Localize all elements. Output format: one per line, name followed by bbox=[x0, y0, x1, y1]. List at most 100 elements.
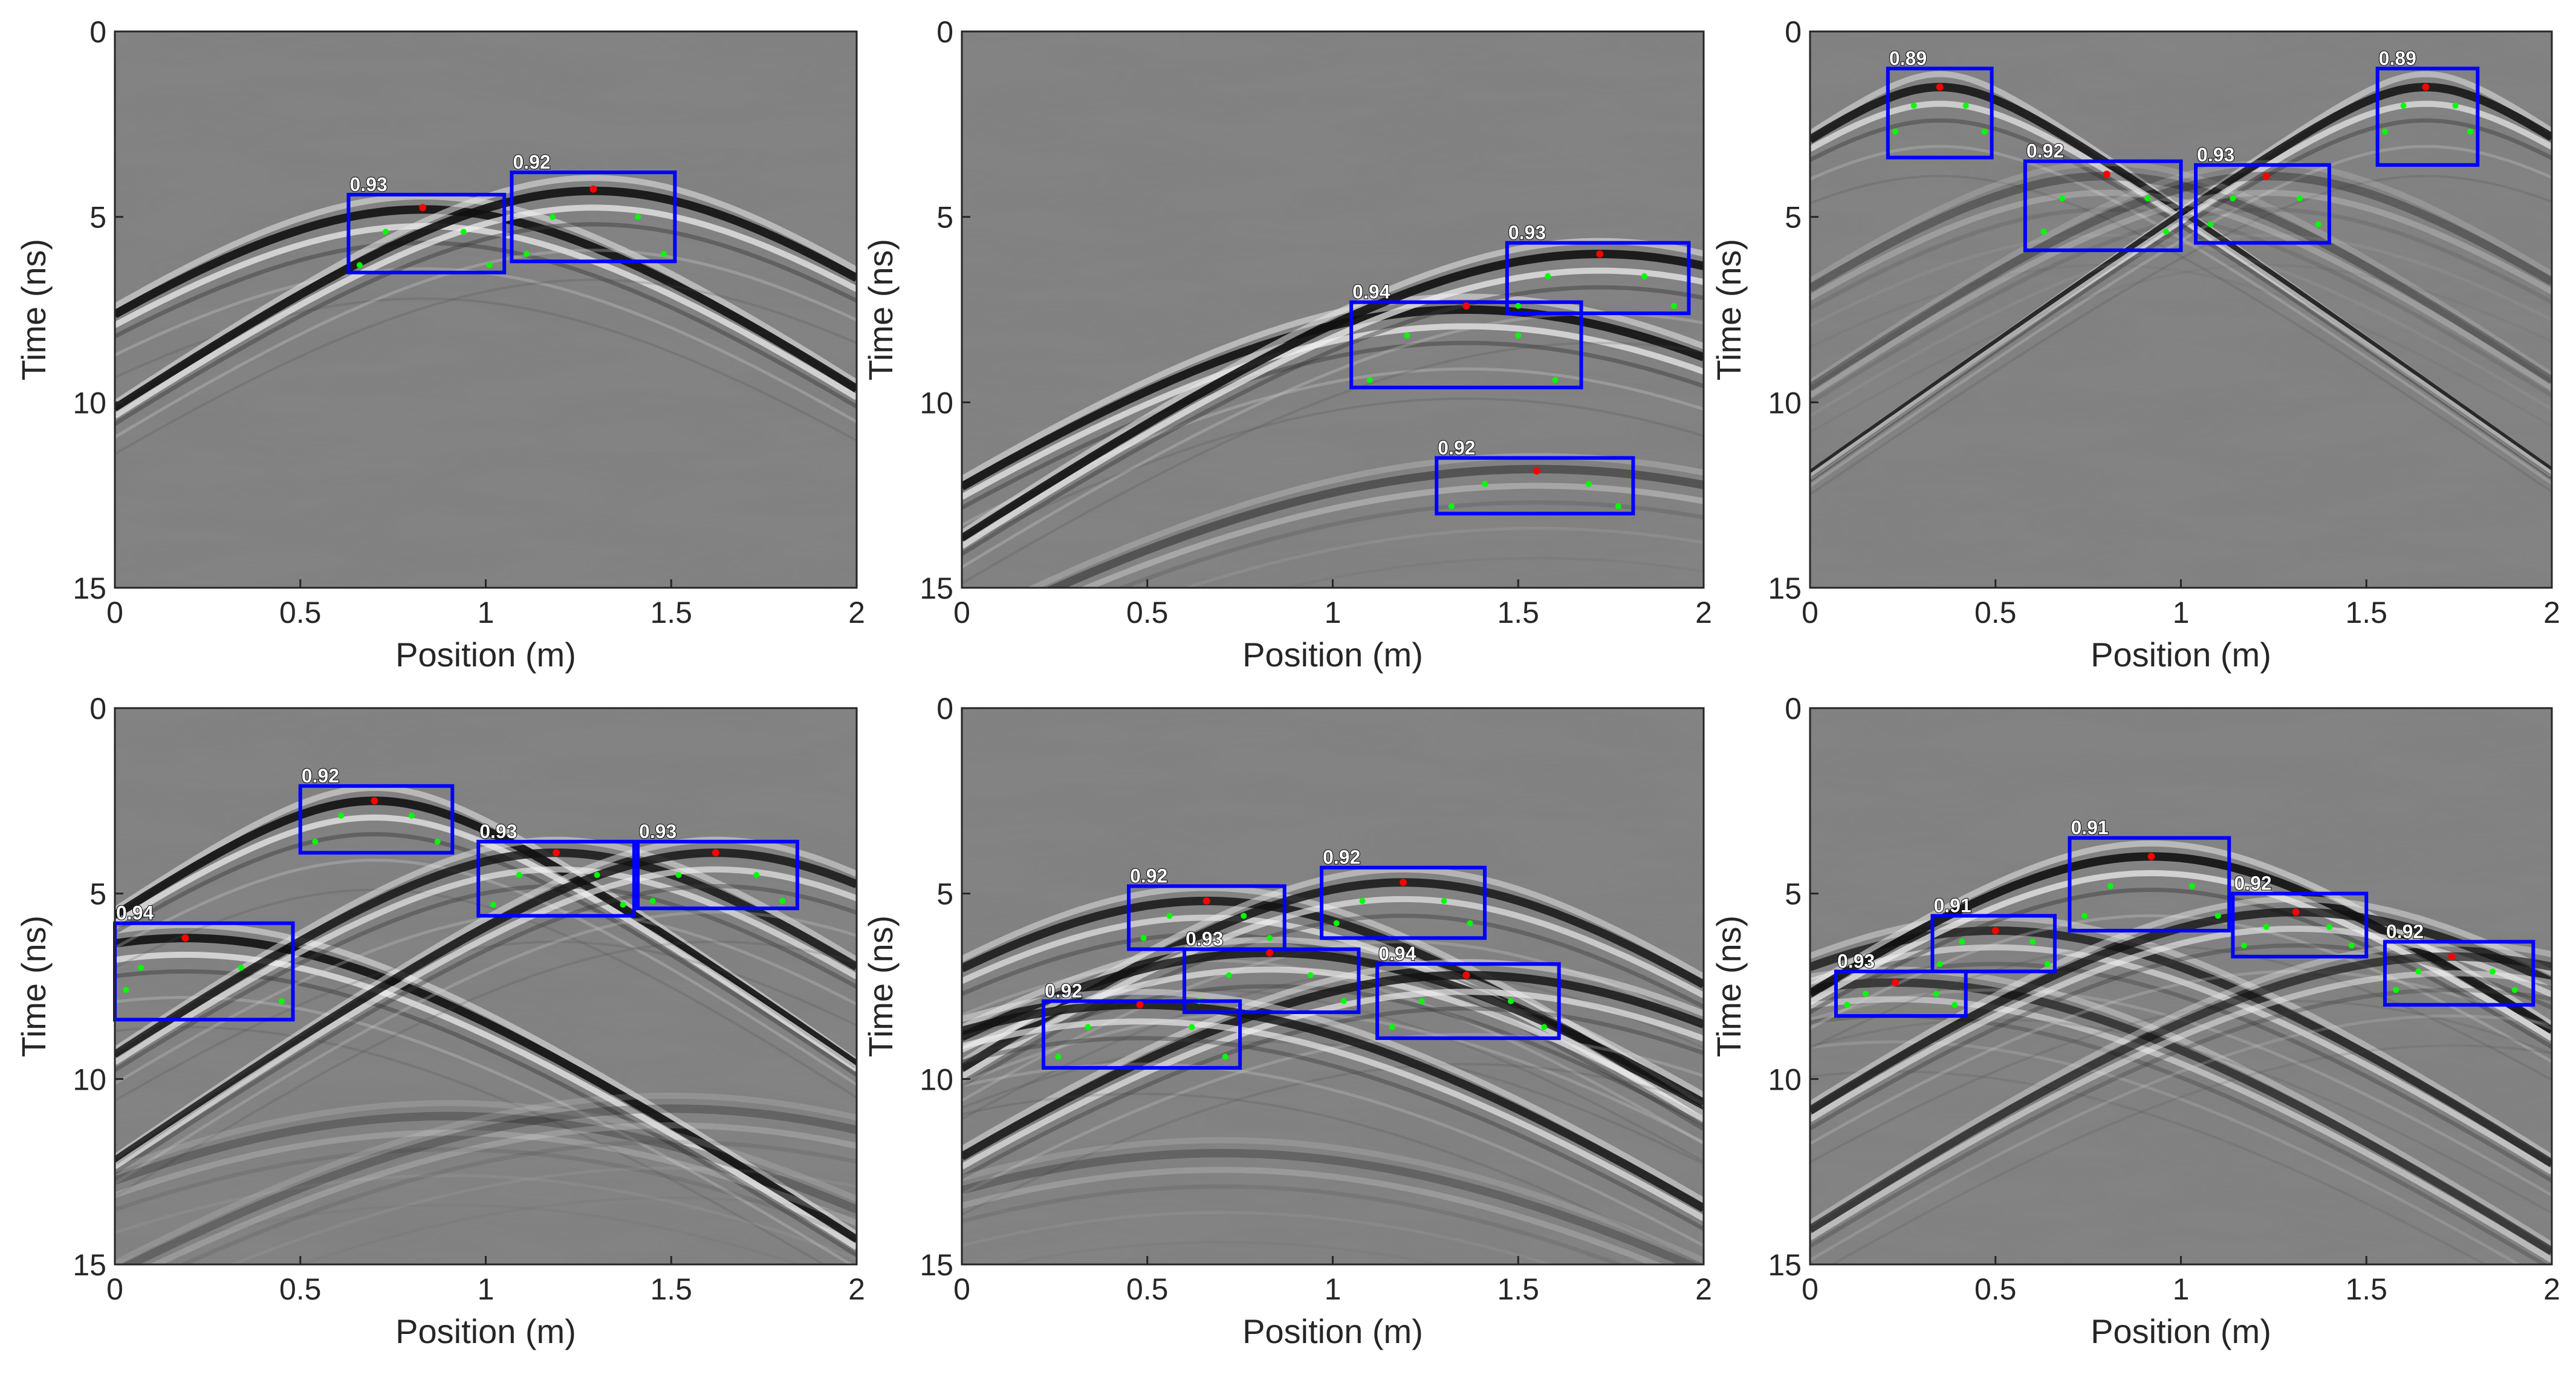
hyperbola-band bbox=[962, 932, 1704, 1131]
detection-box bbox=[476, 839, 636, 918]
apex-marker bbox=[2448, 952, 2456, 960]
fit-point-marker bbox=[1951, 1001, 1958, 1008]
detection-2: 0.92 bbox=[2023, 140, 2183, 252]
detection-3: 0.93 bbox=[1183, 928, 1361, 1014]
fit-point-marker bbox=[779, 897, 786, 904]
apex-marker bbox=[1936, 83, 1944, 91]
hyperbola-band bbox=[962, 1166, 1664, 1264]
hyperbola-band bbox=[115, 910, 857, 1185]
hyperbola-band bbox=[962, 267, 1704, 549]
detection-score: 0.93 bbox=[2197, 144, 2234, 166]
detection-box bbox=[1349, 300, 1583, 389]
detection-score: 0.94 bbox=[1352, 281, 1390, 303]
apex-marker bbox=[589, 185, 597, 193]
x-tick-label: 2 bbox=[2543, 596, 2560, 629]
apex-marker bbox=[1462, 302, 1470, 310]
y-tick-label: 10 bbox=[920, 1062, 953, 1096]
fit-point-marker bbox=[1933, 991, 1939, 997]
hyperbola-band bbox=[149, 1122, 857, 1264]
detection-box bbox=[1320, 865, 1487, 940]
hyperbola-5 bbox=[115, 1100, 857, 1264]
apex-marker bbox=[1136, 1001, 1144, 1009]
fit-point-marker bbox=[460, 229, 467, 235]
y-tick-label: 0 bbox=[1785, 692, 1802, 726]
detection-score: 0.92 bbox=[1323, 847, 1360, 868]
hyperbola-band bbox=[1810, 970, 2552, 1145]
hyperbola-4 bbox=[1810, 896, 2552, 1163]
detection-box bbox=[1930, 914, 2057, 974]
apex-marker bbox=[1266, 949, 1274, 957]
x-axis-label: Position (m) bbox=[2091, 1312, 2271, 1350]
hyperbola-band bbox=[962, 959, 1704, 1152]
detection-box bbox=[2194, 163, 2331, 245]
hyperbola-band bbox=[115, 1026, 826, 1264]
hyperbola-band bbox=[962, 1149, 1700, 1264]
hyperbola-band bbox=[997, 1241, 1446, 1264]
fit-point-marker bbox=[2230, 195, 2236, 201]
detection-score: 0.92 bbox=[302, 765, 339, 787]
hyperbola-band bbox=[115, 204, 857, 419]
panel-f: 0.93 0.91 0.91 0.92 0.92 0 0.5 1 1.5 2 0 5 10 15 Posit… bbox=[1710, 692, 2560, 1350]
fit-point-marker bbox=[1418, 998, 1425, 1004]
hyperbola-band bbox=[115, 241, 857, 409]
detection-score: 0.92 bbox=[513, 151, 550, 173]
hyperbola-band bbox=[115, 222, 857, 426]
fit-point-marker bbox=[2040, 229, 2047, 235]
detection-2: 0.93 bbox=[1505, 221, 1691, 316]
apex-marker bbox=[1400, 879, 1407, 886]
fit-point-marker bbox=[2029, 938, 2036, 945]
detection-score: 0.94 bbox=[1378, 943, 1416, 964]
fit-point-marker bbox=[2381, 128, 2388, 135]
detection-score: 0.89 bbox=[1889, 47, 1927, 69]
fit-point-marker bbox=[2162, 229, 2169, 235]
fit-point-marker bbox=[1404, 332, 1410, 339]
fit-point-marker bbox=[2188, 883, 2195, 890]
fit-point-marker bbox=[2489, 968, 2496, 975]
apex-marker bbox=[1892, 978, 1900, 986]
fit-point-marker bbox=[408, 812, 415, 819]
hyperbola-band bbox=[115, 186, 857, 412]
x-tick-label: 2 bbox=[1695, 596, 1712, 629]
detection-box bbox=[636, 839, 799, 911]
hyperbola-band bbox=[121, 1104, 857, 1264]
detection-score: 0.92 bbox=[2026, 140, 2064, 162]
hyperbola-band bbox=[962, 1137, 1704, 1264]
detection-box bbox=[510, 171, 677, 264]
hyperbola-band bbox=[115, 883, 857, 1072]
x-tick-label: 1.5 bbox=[2345, 596, 2387, 629]
fit-point-marker bbox=[490, 902, 496, 908]
x-tick-label: 0.5 bbox=[1974, 596, 2017, 629]
x-axis-label: Position (m) bbox=[395, 1312, 576, 1350]
y-tick-label: 15 bbox=[920, 1248, 953, 1282]
hyperbola-band bbox=[962, 1000, 1704, 1212]
fit-point-marker bbox=[1267, 935, 1273, 942]
fit-point-marker bbox=[594, 872, 600, 878]
fit-point-marker bbox=[1585, 481, 1592, 487]
fit-point-marker bbox=[2240, 942, 2247, 949]
fit-point-marker bbox=[753, 872, 760, 878]
detection-1: 0.89 bbox=[1886, 47, 1994, 160]
fit-point-marker bbox=[2107, 883, 2114, 890]
hyperbola-band bbox=[962, 989, 1704, 1169]
detection-1: 0.93 bbox=[1834, 949, 1968, 1018]
detection-box bbox=[2231, 891, 2369, 958]
fit-point-marker bbox=[660, 251, 667, 257]
detection-3: 0.93 bbox=[476, 820, 636, 918]
fit-point-marker bbox=[1541, 1024, 1548, 1030]
fit-point-marker bbox=[2511, 987, 2518, 994]
hyperbola-band bbox=[115, 1174, 857, 1261]
y-tick-label: 10 bbox=[73, 1062, 106, 1096]
hyperbola-band bbox=[115, 1092, 857, 1264]
detection-3: 0.93 bbox=[2194, 143, 2331, 245]
fit-point-marker bbox=[1366, 377, 1373, 383]
detection-4: 0.89 bbox=[2375, 47, 2480, 167]
fit-point-marker bbox=[1389, 1024, 1395, 1030]
fit-point-marker bbox=[2081, 912, 2088, 919]
hyperbola-band bbox=[1810, 1000, 2552, 1163]
fit-point-marker bbox=[1340, 998, 1347, 1004]
hyperbola-band bbox=[1079, 483, 1704, 588]
x-tick-label: 0 bbox=[1802, 596, 1818, 629]
hyperbola-band bbox=[115, 848, 857, 1059]
apex-marker bbox=[712, 849, 719, 857]
x-tick-label: 0.5 bbox=[279, 1272, 322, 1306]
